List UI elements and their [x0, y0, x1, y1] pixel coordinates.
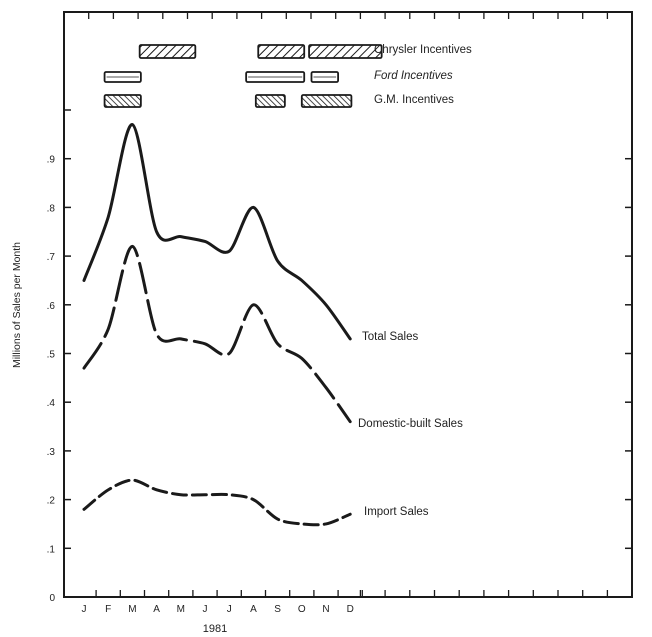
y-origin-label: 0: [49, 593, 55, 604]
x-tick-label: J: [227, 604, 232, 615]
incentive-bar: [254, 94, 286, 108]
gm-incentives-label: G.M. Incentives: [374, 94, 454, 106]
x-tick-label: D: [347, 604, 354, 615]
incentive-bar: [103, 94, 142, 108]
x-tick-label: J: [203, 604, 208, 615]
incentive-bar: [257, 44, 306, 59]
incentive-bar: [308, 44, 383, 59]
series-lines: [82, 123, 352, 527]
x-tick-label: M: [177, 604, 185, 615]
series-line: [82, 123, 352, 341]
y-tick-label: .2: [47, 496, 56, 507]
incentive-bar: [245, 71, 306, 83]
x-tick-label: M: [128, 604, 136, 615]
y-tick-label: .8: [47, 203, 56, 214]
x-tick-label: F: [105, 604, 111, 615]
y-axis-ticks: .1 .2 .3 .4 .5 .6 .7 .8 .9: [47, 109, 632, 555]
y-tick-label: .7: [47, 252, 56, 263]
import-sales-label: Import Sales: [364, 506, 429, 518]
y-tick-label: .9: [47, 155, 56, 166]
y-axis-label: Millions of Sales per Month: [11, 242, 23, 368]
ford-incentives-label: Ford Incentives: [374, 70, 453, 82]
incentive-bar: [310, 71, 340, 83]
incentive-bar: [103, 71, 142, 83]
x-tick-label: N: [322, 604, 329, 615]
series-line: [82, 244, 352, 424]
x-tick-label: A: [153, 604, 160, 615]
y-tick-label: .5: [47, 350, 56, 361]
y-tick-label: .6: [47, 301, 56, 312]
incentive-bar: [138, 44, 197, 59]
incentive-bars: [103, 44, 383, 108]
series-line: [82, 478, 352, 527]
x-tick-label: S: [274, 604, 281, 615]
total-sales-label: Total Sales: [362, 331, 419, 343]
x-axis-year-label: 1981: [203, 623, 227, 635]
x-tick-label: O: [298, 604, 306, 615]
x-tick-label: J: [82, 604, 87, 615]
y-tick-label: .1: [47, 544, 56, 555]
x-tick-label: A: [250, 604, 257, 615]
y-tick-label: .4: [47, 398, 56, 409]
chrysler-incentives-label: Chrysler Incentives: [374, 44, 472, 56]
y-tick-label: .3: [47, 447, 56, 458]
domestic-sales-label: Domestic-built Sales: [358, 418, 463, 430]
incentive-bar: [300, 94, 353, 108]
